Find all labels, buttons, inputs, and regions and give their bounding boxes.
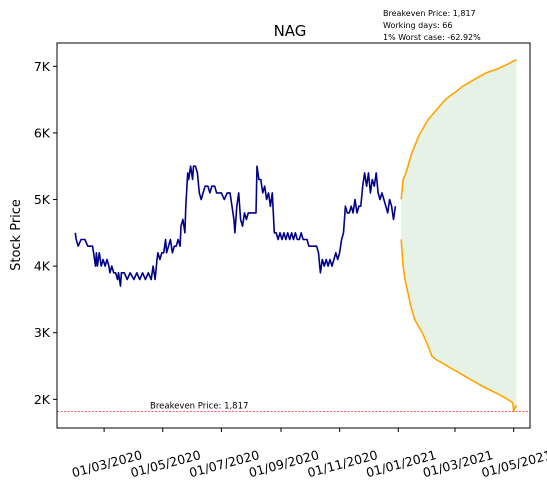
y-axis-label: Stock Price [9, 199, 24, 271]
y-tick-label: 7K [34, 59, 51, 74]
projection-band-layer [401, 59, 517, 412]
annotation-working-days: Working days: 66 [383, 21, 452, 30]
breakeven-label: Breakeven Price: 1,817 [150, 402, 248, 412]
y-tick-label: 4K [34, 259, 51, 274]
breakeven-layer: Breakeven Price: 1,817 [57, 402, 530, 412]
projection-band [401, 59, 517, 412]
annotation-breakeven-price: Breakeven Price: 1,817 [383, 9, 476, 18]
series-lines-layer [74, 58, 518, 412]
annotation-worst-case: 1% Worst case: -62.92% [383, 33, 481, 42]
y-tick-label: 2K [34, 392, 51, 407]
y-tick-label: 5K [34, 192, 51, 207]
y-axis: 2K 3K 4K 5K 6K 7K [34, 59, 57, 407]
x-axis: 01/03/202001/05/202001/07/202001/09/2020… [70, 428, 547, 480]
plot-frame [56, 42, 531, 429]
y-tick-label: 6K [34, 125, 51, 140]
series-line-projection-lower [400, 239, 518, 412]
y-tick-label: 3K [34, 325, 51, 340]
chart-title: NAG [274, 22, 307, 40]
series-line-history [74, 165, 397, 287]
series-line-projection-upper [400, 58, 517, 200]
